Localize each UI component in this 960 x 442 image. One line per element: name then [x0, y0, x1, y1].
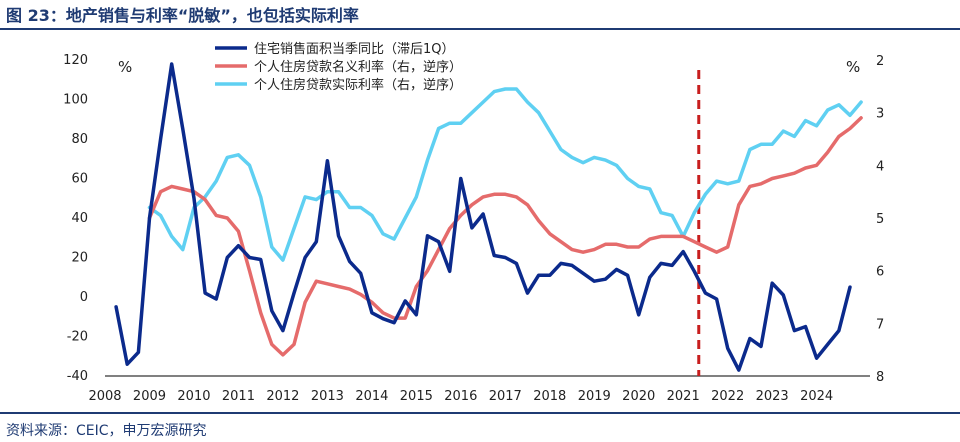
x-tick-label: 2022 — [711, 389, 744, 404]
right-tick-label: 7 — [876, 317, 884, 332]
x-tick-label: 2015 — [400, 389, 433, 404]
x-tick-label: 2023 — [756, 389, 789, 404]
right-tick-label: 3 — [876, 107, 884, 122]
left-tick-label: 40 — [71, 211, 88, 226]
x-tick-label: 2017 — [489, 389, 522, 404]
x-tick-label: 2021 — [667, 389, 700, 404]
x-tick-label: 2009 — [133, 389, 166, 404]
figure-title: 图 23：地产销售与利率“脱敏”，也包括实际利率 — [6, 6, 359, 25]
left-tick-label: -20 — [67, 330, 88, 345]
x-tick-label: 2019 — [578, 389, 611, 404]
x-tick-label: 2013 — [311, 389, 344, 404]
x-tick-label: 2020 — [622, 389, 655, 404]
left-tick-label: 120 — [63, 53, 88, 68]
series-line-0 — [114, 62, 852, 372]
x-tick-label: 2018 — [533, 389, 566, 404]
axes: 120 100 80 60 40 20 0 -20 -40 2 3 4 5 6 7 8% % 2008 2009 20… — [63, 53, 884, 404]
legend: 住宅销售面积当季同比（滞后1Q） 个人住房贷款名义利率（右，逆序） 个人住房贷款实际… — [215, 41, 462, 93]
source-rule — [0, 412, 960, 414]
x-tick-label: 2011 — [222, 389, 255, 404]
legend-label-2: 个人住房贷款实际利率（右，逆序） — [254, 77, 462, 93]
right-tick-label: 2 — [876, 54, 884, 69]
left-tick-label: 100 — [63, 93, 88, 108]
legend-label-1: 个人住房贷款名义利率（右，逆序） — [254, 59, 462, 75]
title-rule — [0, 28, 960, 30]
right-tick-label: 4 — [876, 159, 884, 174]
x-tick-label: 2008 — [88, 389, 121, 404]
x-tick-label: 2010 — [177, 389, 210, 404]
x-tick-label: 2016 — [444, 389, 477, 404]
left-unit-label: % — [118, 58, 132, 76]
left-tick-label: 0 — [80, 290, 88, 305]
series-line-1 — [147, 116, 863, 357]
right-tick-label: 5 — [876, 212, 884, 227]
chart: 120 100 80 60 40 20 0 -20 -40 2 3 4 5 6 7 8% % 2008 2009 20… — [63, 41, 884, 404]
series-line-2 — [147, 87, 863, 262]
left-tick-label: 60 — [71, 172, 88, 187]
left-tick-label: 80 — [71, 132, 88, 147]
source-note: 资料来源：CEIC，申万宏源研究 — [6, 423, 207, 439]
legend-label-0: 住宅销售面积当季同比（滞后1Q） — [254, 41, 455, 57]
x-tick-label: 2014 — [355, 389, 388, 404]
series-group — [114, 62, 863, 372]
left-tick-label: 20 — [71, 251, 88, 266]
left-tick-label: -40 — [67, 369, 88, 384]
right-unit-label: % — [846, 58, 860, 76]
right-tick-label: 6 — [876, 265, 884, 280]
x-tick-label: 2012 — [266, 389, 299, 404]
x-tick-label: 2024 — [800, 389, 833, 404]
right-tick-label: 8 — [876, 370, 884, 385]
